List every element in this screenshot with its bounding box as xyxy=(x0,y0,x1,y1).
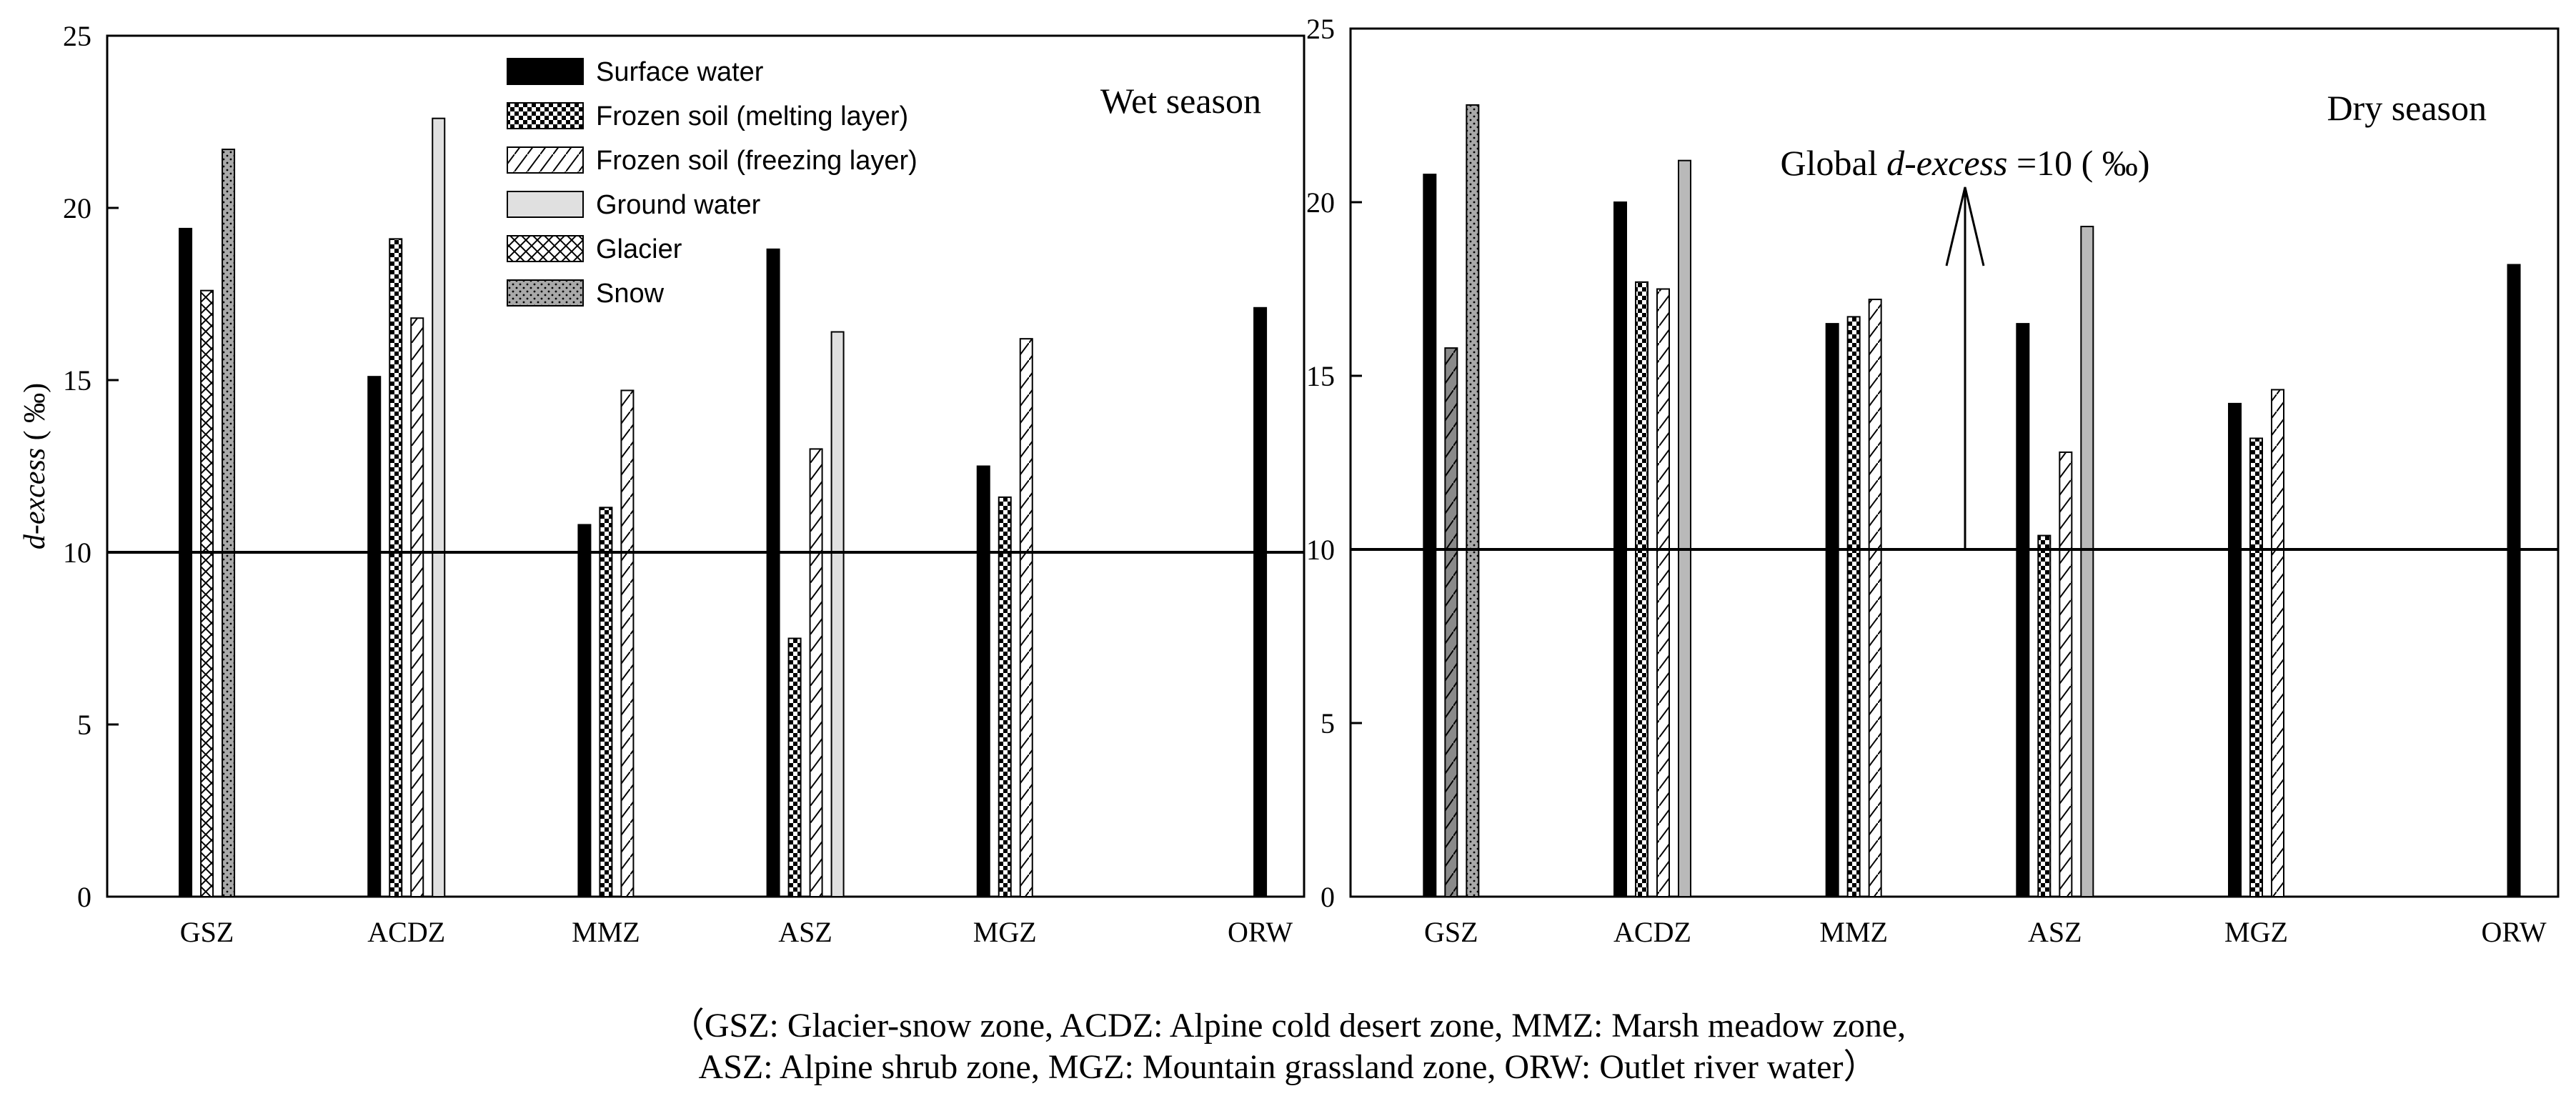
wet-x-tick-label: ACDZ xyxy=(367,916,445,948)
dry-x-tick-label: ACDZ xyxy=(1613,916,1691,948)
wet-bar-asz-frozen-soil-freezing-layer xyxy=(809,448,823,897)
wet-panel-title: Wet season xyxy=(1100,81,1261,121)
dry-bar-asz-surface-water xyxy=(2016,323,2030,898)
dry-x-tick-label: ORW xyxy=(2481,916,2546,948)
wet-bar-gsz-glacier xyxy=(200,289,214,897)
dry-bar-asz-frozen-soil-freezing-layer xyxy=(2059,451,2073,897)
dry-y-tick-label: 15 xyxy=(1306,360,1335,392)
dry-plot-frame xyxy=(1349,27,2560,898)
dry-x-tick-label: MMZ xyxy=(1819,916,1888,948)
dry-bar-asz-frozen-soil-melting-layer xyxy=(2037,534,2052,897)
dry-bar-acdz-ground-water xyxy=(1678,159,1691,897)
wet-x-tick-label: MGZ xyxy=(973,916,1037,948)
dry-bar-asz-ground-water xyxy=(2080,226,2094,897)
legend: Surface water Frozen soil (melting layer)… xyxy=(507,57,917,309)
dry-bar-acdz-frozen-soil-freezing-layer xyxy=(1656,288,1670,897)
y-axis-label: d-excess ( ‰) xyxy=(19,383,51,549)
legend-label-glacier: Glacier xyxy=(596,234,682,264)
wet-plot-frame xyxy=(106,34,1306,898)
legend-label-ground-water: Ground water xyxy=(596,190,761,220)
dry-bar-acdz-frozen-soil-melting-layer xyxy=(1635,281,1648,897)
wet-bar-mgz-surface-water xyxy=(976,465,990,897)
wet-bar-asz-surface-water xyxy=(766,248,780,897)
wet-bar-asz-frozen-soil-melting-layer xyxy=(787,637,802,897)
wet-x-tick-label: ORW xyxy=(1228,916,1293,948)
dry-bar-mgz-surface-water xyxy=(2228,402,2242,897)
legend-swatch-snow xyxy=(507,279,584,307)
dry-season-panel: 0 5 10 15 20 25 GSZ ACDZ MMZ ASZ MGZ ORW Dry season G… xyxy=(1306,13,2560,948)
dry-panel-title: Dry season xyxy=(2327,88,2487,128)
legend-label-frozen-soil-freezing-layer: Frozen soil (freezing layer) xyxy=(596,146,917,176)
dry-bar-orw-surface-water xyxy=(2507,264,2521,898)
dry-bar-gsz-glacier xyxy=(1444,347,1458,897)
legend-label-frozen-soil-melting-layer: Frozen soil (melting layer) xyxy=(596,101,908,131)
wet-bar-mgz-frozen-soil-melting-layer xyxy=(998,496,1012,897)
dry-x-tick-label: ASZ xyxy=(2028,916,2082,948)
dry-x-tick-label: GSZ xyxy=(1424,916,1478,948)
dry-bar-mmz-surface-water xyxy=(1825,323,1839,898)
wet-x-tick-label: GSZ xyxy=(180,916,234,948)
wet-x-tick-label: MMZ xyxy=(572,916,640,948)
dry-y-tick-label: 25 xyxy=(1306,13,1335,45)
legend-swatch-glacier xyxy=(507,235,584,262)
dry-bar-mmz-frozen-soil-melting-layer xyxy=(1846,316,1861,897)
dry-y-tick-label: 5 xyxy=(1321,707,1335,739)
dry-y-tick-label: 0 xyxy=(1321,881,1335,913)
wet-bar-gsz-snow xyxy=(222,149,236,897)
dry-x-tick-label: MGZ xyxy=(2224,916,2288,948)
caption-line-2: ASZ: Alpine shrub zone, MGZ: Mountain gr… xyxy=(698,1048,1878,1086)
legend-swatch-frozen-soil-freezing-layer xyxy=(507,146,584,174)
wet-bar-acdz-frozen-soil-freezing-layer xyxy=(410,317,424,897)
dry-bar-mgz-frozen-soil-freezing-layer xyxy=(2271,389,2284,897)
wet-x-tick-label: ASZ xyxy=(778,916,832,948)
dry-y-tick-label: 20 xyxy=(1306,186,1335,219)
wet-bar-mmz-frozen-soil-freezing-layer xyxy=(620,389,635,897)
annotation-arrow-head xyxy=(1945,186,1985,266)
wet-y-tick-label: 25 xyxy=(63,20,91,52)
caption-line-1: （GSZ: Glacier-snow zone, ACDZ: Alpine co… xyxy=(670,1007,1906,1045)
dry-bar-mgz-frozen-soil-melting-layer xyxy=(2249,437,2263,897)
wet-bar-acdz-surface-water xyxy=(367,376,382,897)
legend-swatch-frozen-soil-melting-layer xyxy=(507,102,584,129)
wet-bar-mgz-frozen-soil-freezing-layer xyxy=(1019,338,1033,898)
wet-bar-acdz-ground-water xyxy=(432,117,446,897)
wet-y-tick-label: 20 xyxy=(63,192,91,224)
wet-y-tick-label: 5 xyxy=(77,709,91,741)
legend-swatch-ground-water xyxy=(507,191,584,218)
wet-bar-mmz-frozen-soil-melting-layer xyxy=(599,507,613,897)
wet-y-tick-label: 15 xyxy=(63,364,91,397)
dry-bar-gsz-snow xyxy=(1466,104,1480,897)
global-d-excess-annotation: Global d-excess =10 ( ‰) xyxy=(1781,143,2150,183)
dry-y-tick-label: 10 xyxy=(1306,534,1335,566)
wet-bar-orw-surface-water xyxy=(1253,307,1268,897)
dry-bar-mmz-frozen-soil-freezing-layer xyxy=(1868,299,1882,897)
wet-bar-gsz-surface-water xyxy=(179,227,193,898)
wet-y-tick-label: 10 xyxy=(63,537,91,569)
wet-bar-acdz-frozen-soil-melting-layer xyxy=(389,238,403,897)
wet-bar-asz-ground-water xyxy=(830,331,845,897)
wet-season-panel: 0 5 10 15 20 25 GSZ ACDZ MMZ ASZ MGZ ORW Wet season d… xyxy=(19,20,1306,948)
legend-label-surface-water: Surface water xyxy=(596,57,764,87)
wet-y-tick-label: 0 xyxy=(77,881,91,913)
dry-bar-gsz-surface-water xyxy=(1423,174,1437,897)
legend-swatch-surface-water xyxy=(507,58,584,85)
legend-label-snow: Snow xyxy=(596,279,665,309)
wet-bar-mmz-surface-water xyxy=(577,524,592,897)
